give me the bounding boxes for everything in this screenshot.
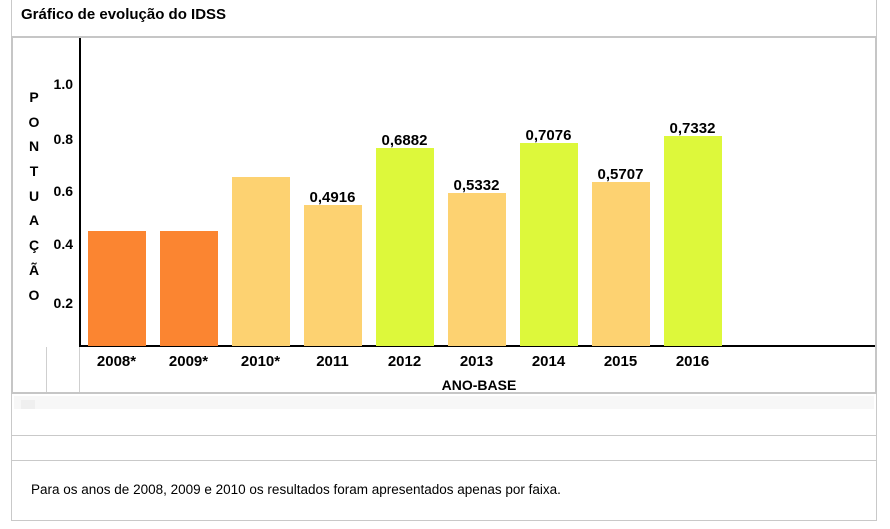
y-axis-line (79, 38, 81, 346)
x-tick-label: 2013 (459, 353, 494, 370)
bar-2015 (591, 182, 650, 346)
y-axis-title-letter: O (28, 286, 40, 303)
bar-value-label: 0,5707 (597, 166, 644, 183)
table-cell-divider (46, 347, 47, 392)
bar-2016 (663, 136, 722, 346)
y-tick-label: 0.4 (53, 236, 73, 252)
footnote-text: Para os anos de 2008, 2009 e 2010 os res… (31, 482, 561, 497)
y-tick-label: 0.2 (53, 295, 73, 311)
bar-2010 (231, 177, 290, 346)
bar-value-label: 0,4916 (309, 189, 356, 206)
page-title: Gráfico de evolução do IDSS (21, 6, 227, 23)
bar-2012 (375, 148, 434, 346)
x-tick-label: 2008* (96, 353, 137, 370)
bar-2008 (87, 231, 146, 346)
y-axis-title-letter: N (28, 138, 40, 155)
y-axis-title-letter: A (28, 212, 40, 229)
x-tick-label: 2015 (603, 353, 638, 370)
x-axis-title: ANO-BASE (441, 377, 517, 393)
x-axis-line (79, 345, 875, 347)
bar-value-label: 0,7076 (525, 127, 572, 144)
x-tick-label: 2010* (240, 353, 281, 370)
empty-table-row (11, 394, 877, 436)
y-tick-label: 0.8 (53, 131, 73, 147)
bar-value-label: 0,7332 (669, 120, 716, 137)
y-axis-title-letter: Ç (28, 237, 40, 254)
table-cell-divider (79, 347, 80, 392)
x-tick-label: 2012 (387, 353, 422, 370)
bar-value-label: 0,5332 (453, 177, 500, 194)
y-axis-title-letter: T (29, 163, 39, 180)
x-tick-label: 2009* (168, 353, 209, 370)
bar-2009 (159, 231, 218, 346)
bar-2011 (303, 205, 362, 346)
bar-2014 (519, 143, 578, 346)
y-tick-label: 0.6 (53, 183, 73, 199)
x-tick-label: 2014 (531, 353, 566, 370)
row-shading-artifact (21, 400, 35, 409)
bar-2013 (447, 193, 506, 346)
x-tick-label: 2016 (675, 353, 710, 370)
x-tick-label: 2011 (316, 353, 349, 370)
y-axis-title-letter: P (29, 89, 39, 105)
bar-value-label: 0,6882 (381, 132, 428, 149)
y-axis-title-letter: Ã (28, 261, 40, 278)
y-axis-title-letter: O (28, 113, 40, 130)
row-shading (14, 396, 874, 409)
y-axis-title-letter: U (28, 187, 40, 204)
title-row: Gráfico de evolução do IDSS (11, 0, 877, 36)
footnote-row: Para os anos de 2008, 2009 e 2010 os res… (11, 461, 877, 521)
empty-table-row (11, 436, 877, 461)
y-tick-label: 1.0 (53, 76, 73, 92)
